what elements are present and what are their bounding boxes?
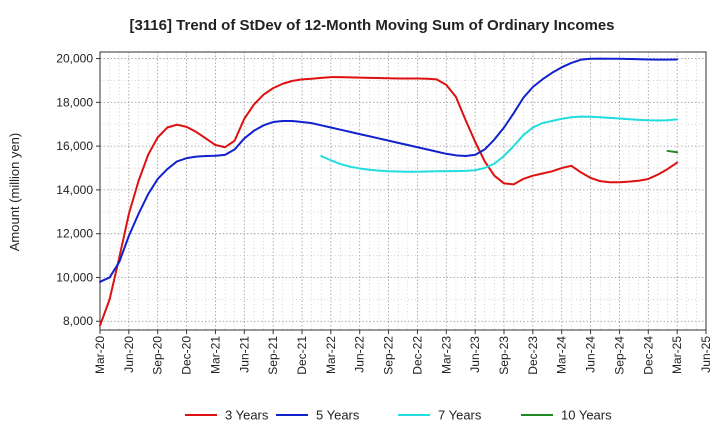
y-tick-label: 12,000: [56, 227, 93, 241]
grid-lines: [99, 52, 707, 330]
y-axis-ticks: 8,000 10,000 12,000 14,000 16,000 18,000 20,00…: [56, 52, 100, 328]
x-tick-label: Dec-22: [410, 336, 424, 375]
y-tick-label: 10,000: [56, 270, 93, 284]
y-tick-label: 20,000: [56, 52, 93, 66]
x-tick-label: Sep-20: [151, 336, 165, 375]
x-tick-label: Jun-22: [353, 336, 367, 373]
x-tick-label: Mar-23: [439, 336, 453, 374]
y-tick-label: 16,000: [56, 139, 93, 153]
plot-frame: [99, 51, 707, 331]
x-tick-label: Jun-25: [699, 336, 713, 373]
x-tick-label: Jun-20: [122, 336, 136, 373]
x-tick-label: Mar-22: [324, 336, 338, 374]
series-line-10-years: [666, 149, 679, 154]
x-tick-label: Mar-24: [555, 336, 569, 374]
legend: 3 Years 5 Years 7 Years 10 Years: [185, 408, 612, 423]
series-layer: [99, 57, 679, 327]
x-tick-label: Sep-24: [612, 336, 626, 375]
x-tick-label: Mar-20: [93, 336, 107, 374]
y-axis-label: Amount (million yen): [7, 133, 22, 252]
x-tick-label: Sep-22: [382, 336, 396, 375]
x-tick-label: Mar-21: [208, 336, 222, 374]
chart-title: [3116] Trend of StDev of 12-Month Moving…: [129, 17, 614, 34]
legend-label: 3 Years: [225, 408, 269, 423]
y-tick-label: 14,000: [56, 183, 93, 197]
x-axis-ticks: Mar-20 Jun-20 Sep-20 Dec-20 Mar-21 Jun-21 Sep-…: [93, 330, 713, 375]
series-line-5-years: [99, 57, 679, 283]
x-tick-label: Dec-21: [295, 336, 309, 375]
x-tick-label: Dec-23: [526, 336, 540, 375]
x-tick-label: Sep-21: [266, 336, 280, 375]
x-tick-label: Mar-25: [670, 336, 684, 374]
x-tick-label: Sep-23: [497, 336, 511, 375]
series-line-3-years: [99, 76, 679, 327]
x-tick-label: Jun-21: [237, 336, 251, 373]
y-tick-label: 8,000: [63, 314, 93, 328]
legend-label: 5 Years: [316, 408, 360, 423]
x-tick-label: Dec-20: [180, 336, 194, 375]
series-line-7-years: [320, 115, 679, 173]
y-tick-label: 18,000: [56, 95, 93, 109]
x-tick-label: Jun-24: [584, 336, 598, 373]
legend-label: 10 Years: [561, 408, 612, 423]
x-tick-label: Dec-24: [641, 336, 655, 375]
x-tick-label: Jun-23: [468, 336, 482, 373]
legend-label: 7 Years: [438, 408, 482, 423]
